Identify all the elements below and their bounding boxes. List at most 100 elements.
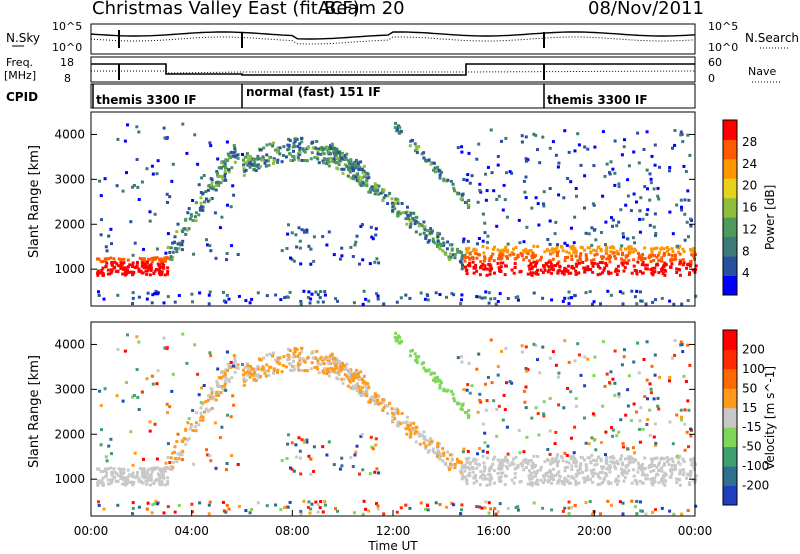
velocity-cell <box>637 461 640 465</box>
power-cell <box>687 235 690 239</box>
power-cell <box>288 290 292 294</box>
power-cell <box>542 264 545 268</box>
velocity-cell <box>526 482 530 486</box>
power-cell <box>233 147 237 151</box>
velocity-cell <box>610 426 613 430</box>
power-cell <box>463 253 467 257</box>
velocity-cell <box>548 452 552 456</box>
power-cell <box>155 172 159 176</box>
velocity-cell <box>538 468 542 472</box>
velocity-cell <box>667 458 671 462</box>
power-cell <box>149 267 153 271</box>
power-cell <box>224 158 228 162</box>
velocity-cell <box>303 439 307 443</box>
power-cell <box>119 264 123 268</box>
power-cell <box>166 266 170 270</box>
velocity-cell <box>110 479 114 483</box>
velocity-cell <box>461 450 465 454</box>
velocity-cell <box>119 474 123 478</box>
power-cell <box>630 289 634 293</box>
velocity-cell <box>471 467 475 470</box>
power-cell <box>668 265 672 269</box>
power-cell <box>531 271 535 275</box>
velocity-cell <box>557 459 560 463</box>
power-cell <box>443 252 447 256</box>
colorbar-tick-label: 4 <box>742 266 750 280</box>
velocity-cell <box>575 474 579 478</box>
power-cell <box>216 180 220 184</box>
velocity-cell <box>559 455 563 458</box>
power-cell <box>608 260 612 264</box>
power-cell <box>551 140 555 144</box>
power-cell <box>117 257 121 261</box>
power-cell <box>577 271 581 275</box>
power-cell <box>274 293 278 297</box>
velocity-cell <box>638 479 642 483</box>
power-cell <box>504 136 508 140</box>
velocity-cell <box>353 453 357 457</box>
power-cell <box>209 186 213 190</box>
power-cell <box>518 241 522 245</box>
velocity-cell <box>242 383 246 387</box>
velocity-cell <box>246 373 250 377</box>
power-cell <box>287 223 290 227</box>
velocity-cell <box>351 376 355 380</box>
power-cell <box>679 130 683 134</box>
power-cell <box>211 187 215 191</box>
power-cell <box>530 254 534 258</box>
velocity-cell <box>332 360 336 364</box>
power-cell <box>615 273 619 276</box>
velocity-cell <box>327 440 331 444</box>
velocity-cell <box>121 399 125 403</box>
power-cell <box>349 245 353 249</box>
power-cell <box>605 263 608 267</box>
power-cell <box>533 255 536 259</box>
velocity-cell <box>199 406 203 410</box>
power-cell <box>368 188 372 192</box>
velocity-cell <box>110 473 114 477</box>
velocity-cell <box>140 390 144 394</box>
colorbar-tick-label: 100 <box>742 362 765 376</box>
power-cell <box>246 154 250 158</box>
power-cell <box>424 236 428 240</box>
power-cell <box>96 269 100 273</box>
power-cell <box>476 200 480 204</box>
velocity-cell <box>570 436 573 440</box>
power-cell <box>459 302 463 306</box>
velocity-cell <box>486 450 489 454</box>
velocity-cell <box>570 506 573 510</box>
colorbar-swatch <box>723 368 737 389</box>
power-cell <box>438 293 442 296</box>
velocity-cell <box>468 471 472 475</box>
y-tick-label: 3000 <box>54 172 85 186</box>
velocity-cell <box>227 507 231 511</box>
velocity-cell <box>186 421 190 425</box>
velocity-cell <box>665 456 669 459</box>
velocity-cell <box>574 459 578 463</box>
power-cell <box>673 129 677 132</box>
velocity-cell <box>541 481 545 484</box>
velocity-cell <box>306 505 310 509</box>
power-cell <box>162 266 166 270</box>
power-cell <box>102 273 105 277</box>
velocity-cell <box>584 501 588 505</box>
power-cell <box>382 302 386 306</box>
velocity-cell <box>481 472 485 476</box>
power-cell <box>574 249 578 253</box>
power-cell <box>558 264 562 268</box>
velocity-cell <box>414 429 418 433</box>
power-cell <box>343 158 347 161</box>
power-cell <box>213 211 217 215</box>
power-cell <box>672 258 676 262</box>
power-cell <box>662 253 666 257</box>
power-cell <box>227 168 231 172</box>
power-cell <box>207 302 211 306</box>
velocity-cell <box>438 383 442 387</box>
velocity-cell <box>432 371 436 375</box>
velocity-cell <box>464 410 468 414</box>
velocity-cell <box>370 395 374 399</box>
power-cell <box>299 302 303 306</box>
velocity-cell <box>451 392 455 396</box>
velocity-cell <box>154 499 158 503</box>
velocity-cell <box>668 475 672 479</box>
